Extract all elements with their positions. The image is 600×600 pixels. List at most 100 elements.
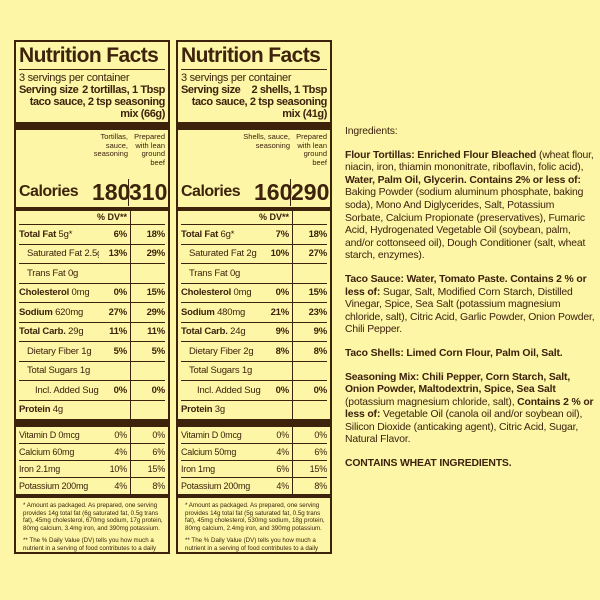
nutrient-amount: 0g <box>229 267 241 279</box>
nutrient-row: Incl. Added Sugars 0g 0% 0% <box>19 380 165 400</box>
nutrient-name: Trans Fat <box>189 267 228 279</box>
dv-cell: 21% <box>261 307 292 318</box>
nutrient-amount: 2.1mg <box>36 464 61 474</box>
dv-cell: 8% <box>292 478 327 494</box>
dv-value: 6% <box>276 464 289 474</box>
dv-value: 9% <box>275 326 290 338</box>
dv-value: 0% <box>275 287 290 299</box>
ingredient-text: Baking Powder (sodium aluminum phosphate… <box>345 187 586 262</box>
dv-cell: 0% <box>99 430 130 440</box>
dv-cell: 29% <box>130 303 165 322</box>
nutrient-row: Total Sugars 1g <box>181 360 327 380</box>
ingredient-text: Contains 2 % or less of: <box>345 396 594 421</box>
servings: 3 servings per container <box>19 72 130 84</box>
nutrient-row: Protein 3g <box>181 399 327 419</box>
nutrition-panel: Nutrition Facts 3 servings per container S… <box>14 40 170 554</box>
nutrient-row: Cholesterol 0mg 0% 15% <box>181 282 328 302</box>
nutrient-row: Vitamin D 0mcg 0% 0% <box>181 427 327 443</box>
nutrient-name: Saturated Fat <box>189 248 244 260</box>
dv-value: 11% <box>147 326 165 338</box>
column-headers: Tortillas, sauce, seasoning Prepared with… <box>19 130 165 177</box>
nutrient-row: Iron 2.1mg 10% 15% <box>19 460 165 477</box>
footnotes: * Amount as packaged. As prepared, one s… <box>181 502 327 552</box>
dv-value: 11% <box>109 326 127 338</box>
thick-rule <box>16 419 168 427</box>
nutrient-amount: 1mg <box>198 464 215 474</box>
nutrient-name: Potassium <box>19 481 60 491</box>
dv-cell: 4% <box>261 447 292 457</box>
nutrient-amount: 200mg <box>61 481 89 491</box>
dv-cell: 4% <box>99 447 130 457</box>
dv-cell: 0% <box>261 287 292 298</box>
dv-cell: 0% <box>130 427 165 443</box>
nutrient-cell: Dietary Fiber 2g <box>181 346 261 357</box>
nutrient-amount: 60mg <box>52 447 75 457</box>
dv-value: 0% <box>151 384 166 396</box>
ingredient-text: Taco Sauce: Water, Tomato Paste. Contain… <box>345 273 587 298</box>
nutrient-cell: Total Sugars 1g <box>19 365 99 376</box>
nutrient-row: Total Fat 5g* 6% 18% <box>19 224 165 244</box>
nutrient-amount: 3g <box>214 404 225 416</box>
dv-header-text: % DV** <box>258 212 289 222</box>
nutrition-panel: Nutrition Facts 3 servings per container S… <box>176 40 332 554</box>
dv-cell <box>292 361 327 380</box>
nutrient-name: Trans Fat <box>27 267 66 279</box>
dv-value: 21% <box>270 306 290 318</box>
dv-cell <box>292 264 327 283</box>
dv-header: % DV** <box>19 211 165 224</box>
ingredient-paragraph: Seasoning Mix: Chili Pepper, Corn Starch… <box>345 372 595 448</box>
dv-value: 29% <box>146 306 166 318</box>
dv-cell: 29% <box>130 244 165 263</box>
dv-cell: 11% <box>130 322 165 341</box>
dv-value: 18% <box>308 228 328 240</box>
dv-value: 5% <box>113 345 128 357</box>
nutrient-row: Vitamin D 0mcg 0% 0% <box>19 427 165 443</box>
calories-value: 160 <box>254 178 293 205</box>
nutrient-name: Iron <box>19 464 34 474</box>
nutrient-row: Cholesterol 0mg 0% 15% <box>19 282 165 302</box>
serving-size-label: Serving size <box>181 84 241 96</box>
nutrient-name: Saturated Fat <box>27 248 82 260</box>
dv-cell: 4% <box>99 481 130 491</box>
nutrient-amount: 5g* <box>58 228 73 240</box>
calories-row: Calories 180 310 <box>19 177 167 207</box>
dv-cell: 5% <box>99 346 130 357</box>
nutrient-cell: Potassium 200mg <box>19 481 99 491</box>
dv-value: 15% <box>147 464 166 474</box>
dv-value: 7% <box>275 228 290 240</box>
nutrient-name: Cholesterol <box>19 287 70 299</box>
dv-cell: 18% <box>130 225 165 244</box>
nutrient-row: Iron 1mg 6% 15% <box>181 460 327 477</box>
footnote: * Amount as packaged. As prepared, one s… <box>185 502 325 532</box>
dv-cell: 6% <box>261 464 292 474</box>
nutrient-cell: Potassium 200mg <box>181 481 261 491</box>
nutrient-amount: 0mcg <box>220 430 242 440</box>
nutrient-cell: Total Carb. 29g <box>19 326 99 337</box>
dv-cell: 27% <box>99 307 130 318</box>
ingredient-text: Flour Tortillas: Enriched Flour Bleached <box>345 149 537 161</box>
nutrient-amount: 50mg <box>214 447 237 457</box>
nutrient-name: Calcium <box>19 447 51 457</box>
nutrient-name: Calcium <box>181 447 213 457</box>
nutrient-row: Dietary Fiber 1g 5% 5% <box>19 341 165 361</box>
nutrient-row: Calcium 50mg 4% 6% <box>181 443 327 460</box>
nutrient-row: Total Fat 6g* 7% 18% <box>181 224 327 244</box>
dv-value: 15% <box>308 287 328 299</box>
dv-header: % DV** <box>181 211 327 224</box>
dv-value: 0% <box>313 384 328 396</box>
column-header: Tortillas, sauce, seasoning <box>93 132 128 158</box>
column-header: Prepared with lean ground beef <box>134 132 165 167</box>
dv-cell: 9% <box>261 326 292 337</box>
ingredients-heading: Ingredients: <box>345 126 398 137</box>
nutrient-cell: Total Sugars 1g <box>181 365 261 376</box>
dv-value: 9% <box>313 326 328 338</box>
dv-cell: 27% <box>292 244 327 263</box>
ingredient-text: Seasoning Mix: Chili Pepper, Corn Starch… <box>345 371 571 396</box>
dv-cell: 0% <box>99 287 130 298</box>
medium-rule <box>178 494 330 498</box>
nutrient-name: Sodium <box>19 306 53 318</box>
dv-cell: 8% <box>261 346 292 357</box>
nutrient-row: Incl. Added Sugars 0g 0% 0% <box>181 380 327 400</box>
nutrient-name: Total Carb. <box>181 326 228 338</box>
